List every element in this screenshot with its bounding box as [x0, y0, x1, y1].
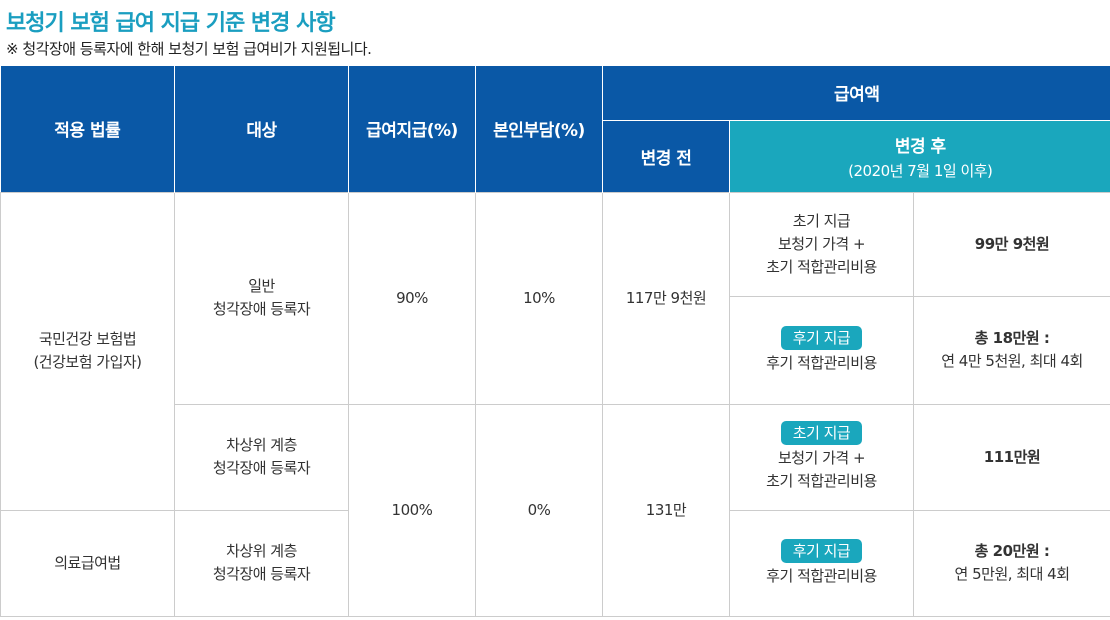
rate-cell: 100%: [348, 403, 476, 617]
header-amount: 급여액: [601, 66, 1110, 121]
target-label: 일반: [248, 277, 275, 295]
type-label: 후기 적합관리비용: [766, 566, 877, 585]
target-label: 청각장애 등록자: [212, 459, 311, 477]
benefit-table: 적용 법률 대상 급여지급(%) 본인부담(%) 급여액 변경 전 변경 후 (…: [0, 66, 1110, 617]
target-cell-medical: 차상위 계층 청각장애 등록자: [174, 509, 349, 617]
target-cell-general: 일반 청각장애 등록자: [174, 191, 349, 405]
target-label: 청각장애 등록자: [212, 565, 311, 583]
copay-cell: 0%: [475, 403, 603, 617]
type-label: 후기 적합관리비용: [766, 353, 877, 372]
target-label: 청각장애 등록자: [212, 300, 311, 318]
target-label: 차상위 계층: [226, 542, 297, 560]
type-label: 초기 적합관리비용: [766, 472, 877, 490]
amount-cell: 총 20만원 : 연 5만원, 최대 4회: [912, 509, 1110, 617]
type-cell: 초기 지급 보청기 가격 + 초기 적합관리비용: [729, 403, 914, 511]
later-payment-badge: 후기 지급: [780, 538, 863, 563]
type-label: 보청기 가격 +: [777, 449, 866, 467]
type-label: 보청기 가격 +: [777, 234, 866, 253]
type-cell: 후기 지급 후기 적합관리비용: [729, 509, 914, 617]
law-cell-medical: 의료급여법: [0, 509, 175, 617]
rate-cell: 90%: [348, 191, 476, 405]
header-law: 적용 법률: [0, 66, 175, 192]
table-row: 차상위 계층 청각장애 등록자 100% 0% 131만 초기 지급 보청기 가…: [1, 403, 1110, 617]
amount-cell: 총 18만원 : 연 4만 5천원, 최대 4회: [912, 295, 1110, 405]
amount-total: 총 18만원 :: [974, 329, 1050, 347]
target-label: 차상위 계층: [226, 436, 297, 454]
type-cell: 후기 지급 후기 적합관리비용: [729, 295, 914, 405]
later-payment-badge: 후기 지급: [780, 325, 863, 350]
amount-total: 총 20만원 :: [974, 542, 1050, 560]
header-before: 변경 전: [602, 120, 730, 192]
law-name: 국민건강 보험법: [38, 330, 137, 348]
type-cell: 초기 지급 보청기 가격 + 초기 적합관리비용: [729, 191, 914, 297]
table-row: 후기 지급 후기 적합관리비용 총 18만원 : 연 4만 5천원, 최대 4회: [1, 295, 1110, 405]
page-note: ※ 청각장애 등록자에 한해 보청기 보험 급여비가 지원됩니다.: [6, 40, 372, 58]
amount-cell: 99만 9천원: [912, 191, 1110, 297]
amount-detail: 연 4만 5천원, 최대 4회: [941, 352, 1083, 370]
before-cell: 117만 9천원: [602, 191, 730, 405]
header-after-date: (2020년 7월 1일 이후): [848, 161, 993, 180]
table-row: 국민건강 보험법 (건강보험 가입자) 일반 청각장애 등록자 90% 10% …: [0, 191, 1110, 511]
header-target: 대상: [174, 66, 349, 192]
amount-cell: 111만원: [912, 403, 1110, 511]
page-title: 보청기 보험 급여 지급 기준 변경 사항: [6, 11, 336, 36]
target-cell-near-poor: 차상위 계층 청각장애 등록자: [174, 403, 349, 511]
law-cell-nhi: 국민건강 보험법 (건강보험 가입자): [0, 191, 175, 511]
header-payment-rate: 급여지급(%): [348, 66, 476, 192]
header-after: 변경 후 (2020년 7월 1일 이후): [728, 120, 1110, 192]
header-copay: 본인부담(%): [475, 66, 603, 192]
copay-cell: 10%: [475, 191, 603, 405]
header-after-label: 변경 후: [894, 136, 946, 157]
initial-payment-badge: 초기 지급: [780, 421, 863, 445]
table-row: 의료급여법 차상위 계층 청각장애 등록자 후기 지급 후기 적합관리비용 총 …: [0, 509, 1110, 617]
amount-detail: 연 5만원, 최대 4회: [954, 565, 1070, 583]
law-sub: (건강보험 가입자): [33, 353, 142, 371]
before-cell: 131만: [602, 403, 730, 617]
type-label: 초기 지급: [792, 211, 851, 230]
type-label: 초기 적합관리비용: [766, 257, 877, 276]
